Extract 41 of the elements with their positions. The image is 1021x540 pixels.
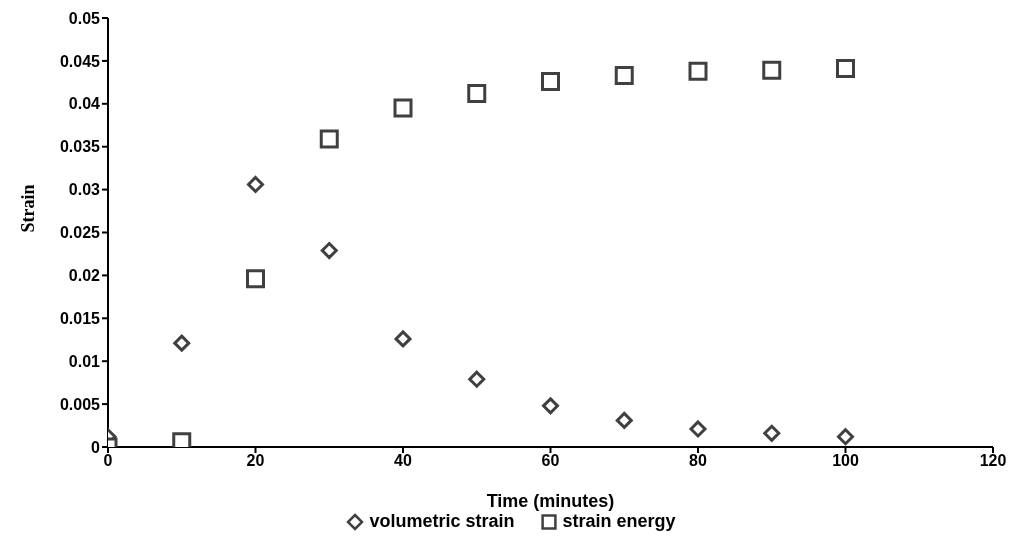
legend-label: volumetric strain <box>369 511 515 532</box>
y-tick-label: 0.005 <box>59 395 101 413</box>
point <box>320 242 338 260</box>
point <box>614 65 634 85</box>
point <box>393 98 413 118</box>
x-tick-label: 100 <box>832 452 859 470</box>
point <box>467 84 487 103</box>
y-tick-label: 0.045 <box>59 52 101 70</box>
y-tick-label: 0.015 <box>59 309 101 327</box>
y-tick-label: 0.03 <box>68 181 101 199</box>
y-tick-label: 0.02 <box>68 267 101 285</box>
y-tick-label: 0.025 <box>59 224 101 242</box>
point <box>319 129 339 149</box>
point <box>394 330 412 348</box>
legend-label: strain energy <box>562 511 676 532</box>
x-tick-label: 80 <box>689 452 707 470</box>
point <box>762 60 782 80</box>
point <box>247 175 264 193</box>
x-tick-label: 20 <box>246 452 265 470</box>
point <box>246 269 265 289</box>
x-tick-label: 60 <box>541 452 560 470</box>
point <box>615 411 633 429</box>
x-tick-label: 0 <box>103 452 113 470</box>
point <box>763 424 781 442</box>
y-axis-title: Strain <box>18 184 39 233</box>
x-axis-title: Time (minutes) <box>486 491 615 511</box>
y-tick-label: 0.04 <box>68 95 101 113</box>
x-tick-label: 120 <box>979 452 1007 470</box>
point <box>837 428 854 446</box>
x-tick-label: 40 <box>394 452 412 470</box>
point <box>836 59 855 79</box>
y-tick-label: 0.035 <box>59 138 101 156</box>
point <box>688 61 708 81</box>
y-tick-label: 0 <box>91 438 101 456</box>
y-tick-label: 0.01 <box>68 352 101 370</box>
point <box>541 71 560 91</box>
point <box>542 397 559 415</box>
point <box>173 334 191 352</box>
point <box>468 370 486 388</box>
y-tick-label: 0.05 <box>68 9 101 27</box>
point <box>689 420 707 438</box>
